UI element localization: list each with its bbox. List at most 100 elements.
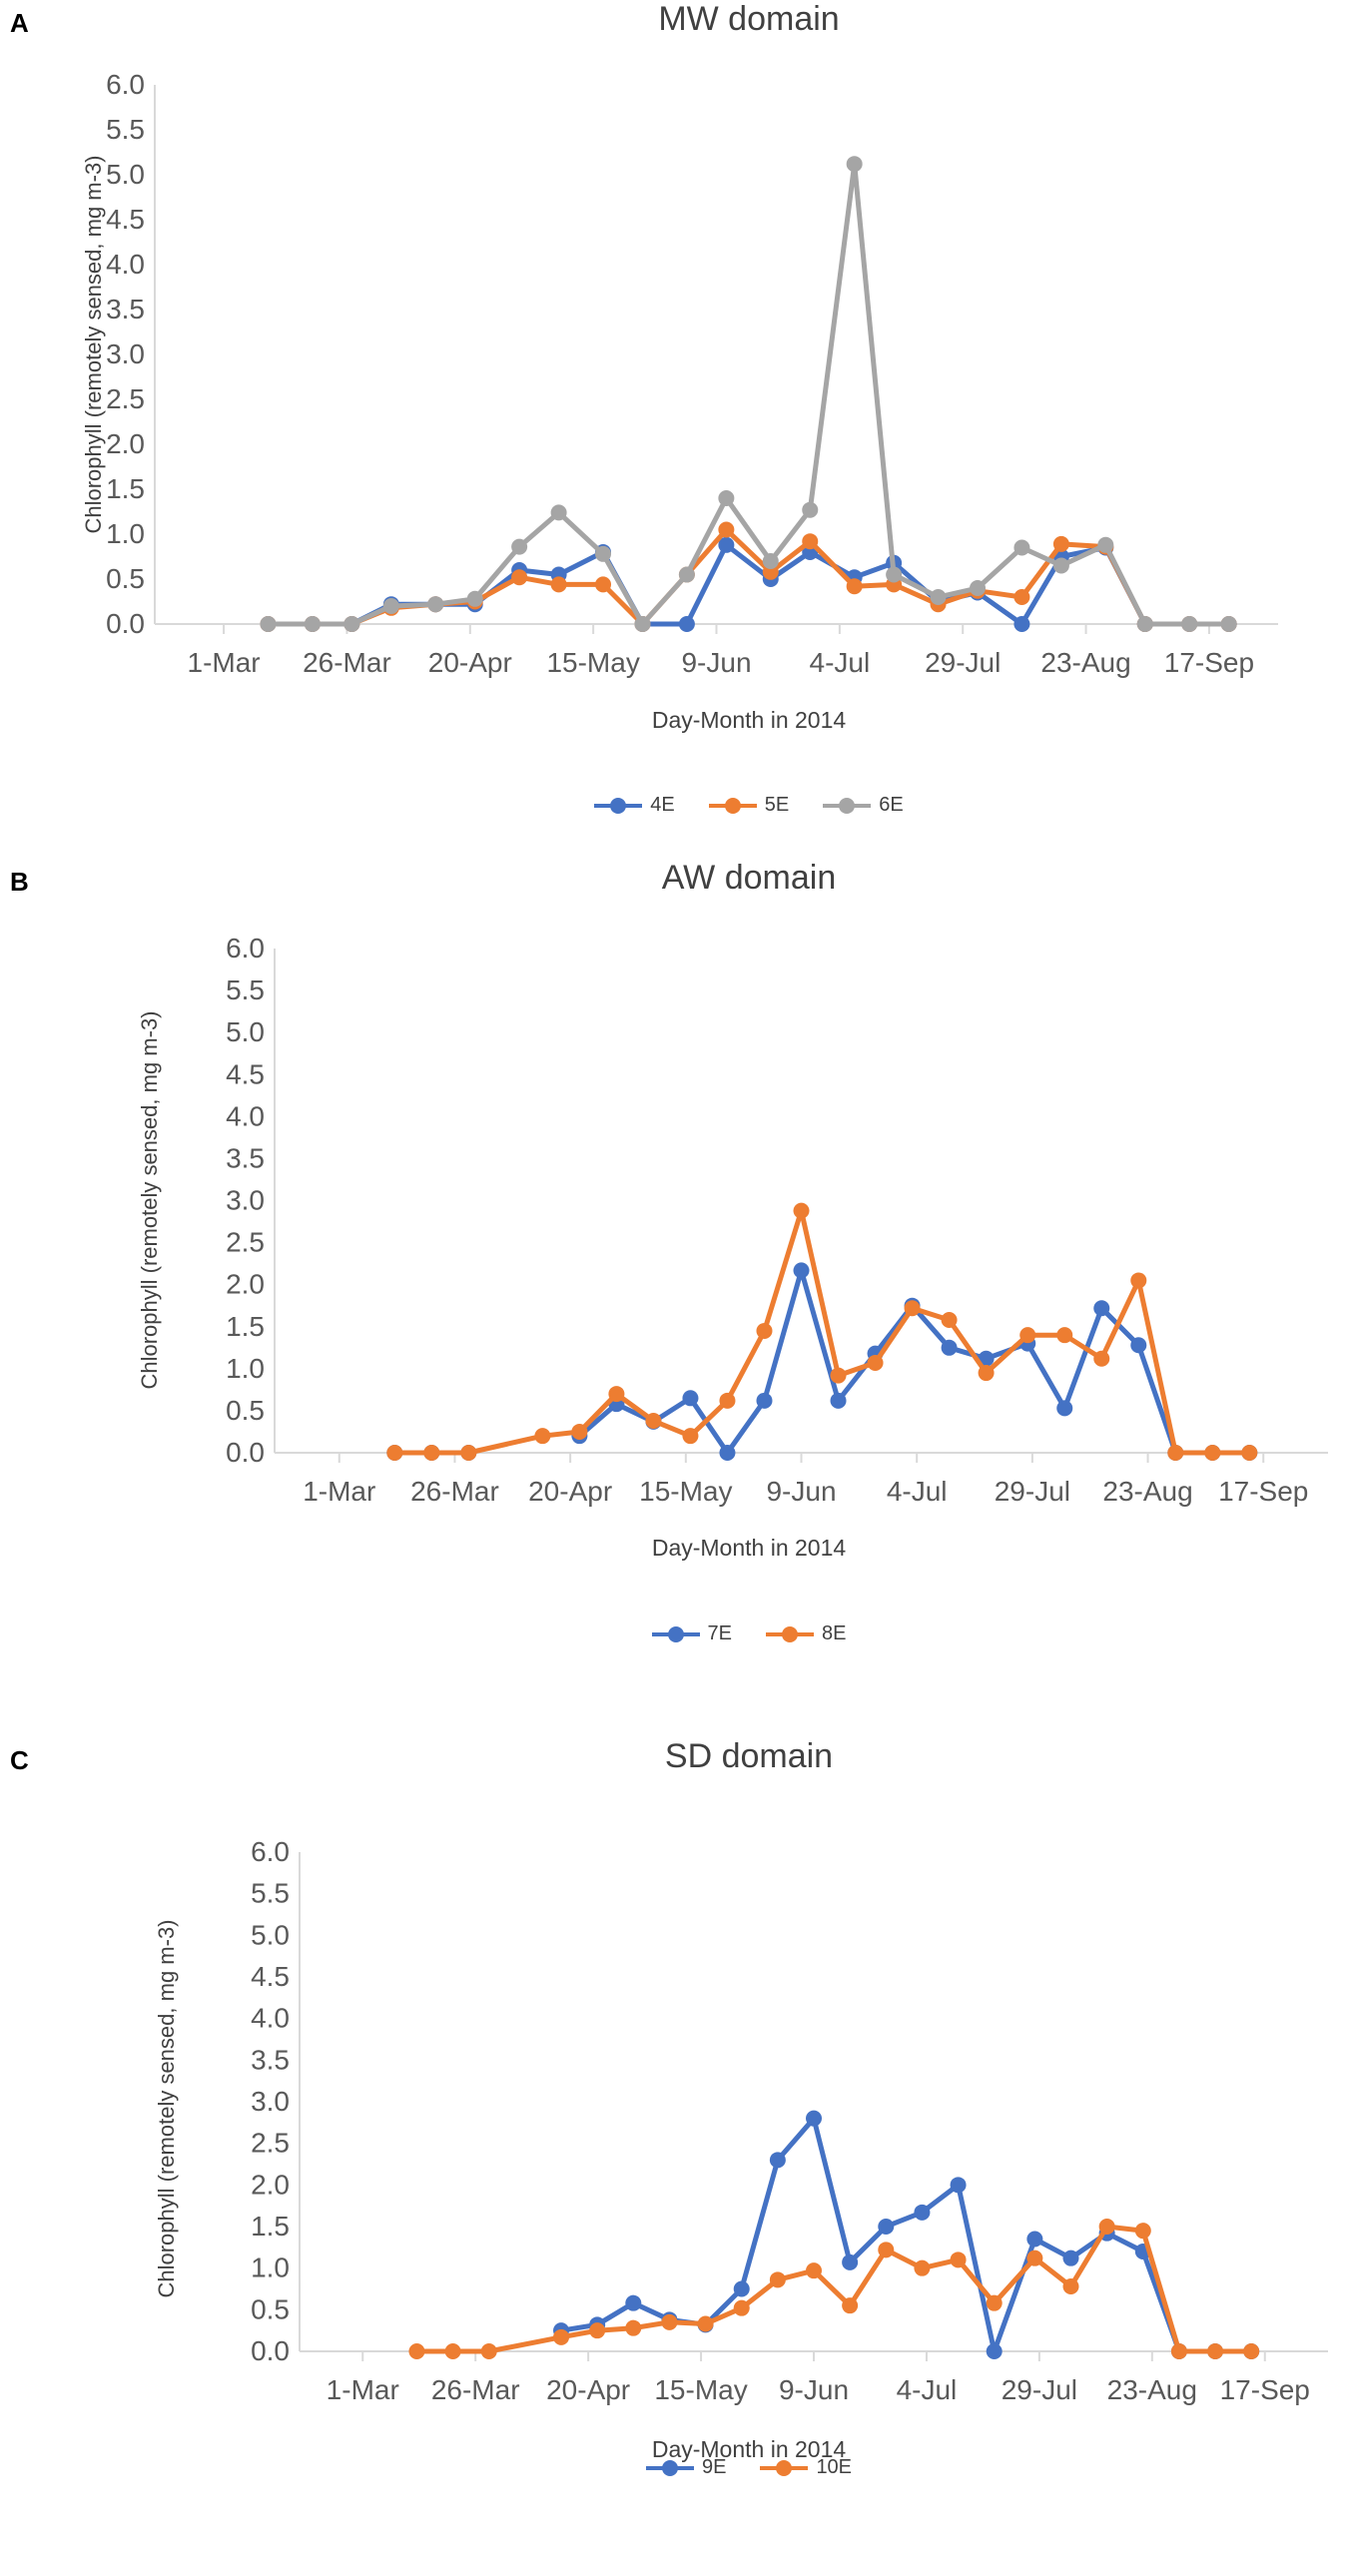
y-tick-label: 2.5 [106, 383, 145, 414]
x-tick-label: 1-Mar [327, 2374, 399, 2405]
series-line-6E [266, 161, 1232, 627]
x-tick-label: 26-Mar [410, 1476, 499, 1507]
data-point-8E [978, 1365, 995, 1382]
data-point-6E [762, 553, 779, 569]
chart-plot-a: 0.0 0.5 1.0 1.5 2.0 2.5 3.0 3.5 4.0 4.5 5.0 5.5 6.0 1… [106, 69, 1278, 678]
data-point-8E [756, 1322, 773, 1339]
y-tick-label: 5.5 [226, 974, 265, 1005]
legend-item-9E: 9E [645, 2456, 726, 2479]
data-point-10E [1026, 2250, 1043, 2266]
data-point-5E [1013, 589, 1030, 605]
legend-label: 4E [650, 794, 675, 816]
y-tick-label: 2.5 [226, 1227, 265, 1258]
x-tick-label: 4-Jul [887, 1476, 948, 1507]
data-point-10E [914, 2259, 931, 2276]
data-point-7E [1056, 1400, 1073, 1417]
y-tick-label: 0.0 [106, 608, 145, 639]
data-point-6E [1181, 616, 1198, 632]
data-point-9E [914, 2204, 931, 2221]
data-point-6E [886, 566, 903, 583]
data-point-8E [1130, 1272, 1147, 1289]
y-tick-label: 5.0 [251, 1919, 290, 1950]
x-tick-label: 9-Jun [766, 1476, 836, 1507]
data-point-7E [1130, 1337, 1147, 1354]
data-point-9E [769, 2152, 786, 2169]
legend-swatch [823, 796, 872, 816]
data-point-10E [806, 2262, 822, 2279]
data-point-6E [1136, 616, 1153, 632]
data-point-10E [986, 2294, 1003, 2311]
series-line-5E [266, 527, 1232, 627]
data-point-6E [634, 616, 651, 632]
data-point-7E [978, 1350, 995, 1367]
x-tick-label: 17-Sep [1220, 2374, 1310, 2405]
y-tick-label: 5.0 [106, 159, 145, 190]
data-point-9E [842, 2254, 859, 2270]
x-tick-label: 20-Apr [546, 2374, 630, 2405]
legend-item-5E: 5E [708, 794, 789, 817]
legend-item-6E: 6E [823, 794, 904, 817]
data-point-6E [1097, 536, 1114, 553]
chart-plot-c: 0.0 0.5 1.0 1.5 2.0 2.5 3.0 3.5 4.0 4.5 5.0 5.5 6.0 1… [251, 1836, 1328, 2405]
legend-item-4E: 4E [594, 794, 675, 817]
x-tick-label: 29-Jul [925, 647, 1001, 678]
x-tick-label: 15-May [654, 2374, 747, 2405]
chart-plot-b: 0.0 0.5 1.0 1.5 2.0 2.5 3.0 3.5 4.0 4.5 5.0 5.5 6.0 1… [226, 933, 1328, 1507]
y-tick-label: 5.5 [251, 1878, 290, 1909]
data-point-10E [408, 2343, 425, 2359]
data-point-6E [304, 616, 321, 632]
x-tick-label: 4-Jul [810, 647, 871, 678]
data-point-10E [553, 2328, 570, 2345]
y-tick-label: 5.0 [226, 1016, 265, 1047]
data-point-5E [595, 576, 612, 593]
y-tick-label: 0.0 [226, 1437, 265, 1468]
y-tick-label: 4.0 [226, 1100, 265, 1131]
y-tick-label: 1.0 [251, 2253, 290, 2283]
data-point-10E [661, 2313, 678, 2330]
y-tick-label: 1.0 [226, 1353, 265, 1384]
data-point-10E [878, 2242, 895, 2258]
y-tick-label: 4.0 [251, 2003, 290, 2034]
legend-swatch [651, 1624, 700, 1644]
data-point-10E [1098, 2219, 1115, 2235]
data-point-10E [1170, 2343, 1187, 2359]
data-point-6E [846, 156, 863, 173]
x-axis-label: Day-Month in 2014 [651, 2436, 847, 2462]
y-tick-label: 3.5 [106, 294, 145, 324]
data-point-9E [1062, 2250, 1079, 2266]
x-tick-label: 17-Sep [1164, 647, 1254, 678]
legend-swatch [708, 796, 757, 816]
data-point-4E [718, 536, 735, 553]
data-point-6E [930, 589, 947, 605]
x-axis-label: Day-Month in 2014 [651, 1535, 847, 1561]
data-point-10E [444, 2343, 461, 2359]
x-tick-label: 23-Aug [1102, 1476, 1192, 1507]
legend-swatch [594, 796, 643, 816]
x-tick-label: 20-Apr [428, 647, 512, 678]
x-tick-label: 17-Sep [1218, 1476, 1308, 1507]
y-tick-label: 3.5 [251, 2044, 290, 2075]
data-point-9E [878, 2219, 895, 2235]
legend-swatch [760, 2458, 809, 2478]
y-tick-label: 4.5 [226, 1058, 265, 1089]
panel-b: B AW domain Chlorophyll (remotely sensed… [0, 859, 1348, 1697]
y-tick-label: 3.0 [251, 2086, 290, 2117]
x-tick-label: 4-Jul [897, 2374, 958, 2405]
data-point-7E [1093, 1300, 1110, 1317]
data-point-10E [589, 2322, 606, 2339]
y-tick-label: 6.0 [226, 933, 265, 964]
x-tick-label: 15-May [546, 647, 639, 678]
legend-swatch [645, 2458, 694, 2478]
data-point-5E [846, 578, 863, 595]
data-point-8E [1167, 1445, 1184, 1461]
data-point-8E [571, 1423, 588, 1440]
data-point-6E [1013, 539, 1030, 556]
y-tick-label: 0.5 [251, 2293, 290, 2324]
legend-swatch [766, 1624, 814, 1644]
data-point-9E [806, 2110, 822, 2127]
legend-label: 7E [707, 1622, 732, 1644]
data-point-8E [1241, 1445, 1258, 1461]
legend-label: 6E [879, 794, 904, 816]
data-point-6E [466, 590, 483, 607]
data-point-8E [719, 1392, 736, 1409]
